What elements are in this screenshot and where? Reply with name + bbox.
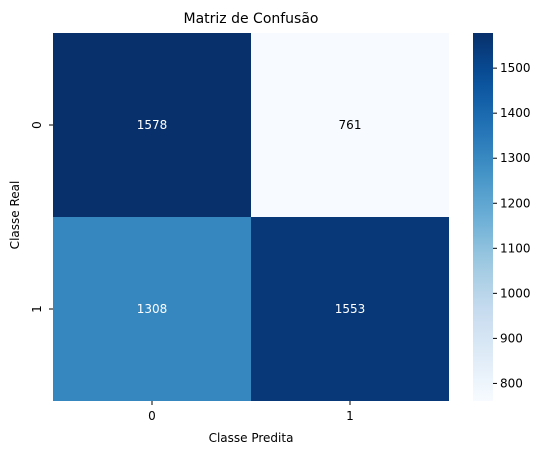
colorbar-tick-label: 1200 [500,196,531,210]
heatmap-cell [53,33,251,217]
colorbar: 800 900 1000 1100 1200 1300 1400 1500 [473,33,531,401]
colorbar-tick-label: 1400 [500,106,531,120]
cell-value-label: 1308 [137,302,168,316]
colorbar-tick-label: 1100 [500,241,531,255]
cell-value-label: 761 [339,118,362,132]
y-axis-label: Classe Real [8,181,22,250]
cell-value-label: 1553 [335,302,366,316]
y-tick-label: 1 [30,305,44,313]
colorbar-tick-label: 800 [500,376,523,390]
chart-title: Matriz de Confusão [184,11,319,27]
cell-value-label: 1578 [137,118,168,132]
x-axis-label: Classe Predita [209,431,294,445]
y-tick-label: 0 [30,121,44,129]
x-tick-label: 0 [148,409,156,423]
colorbar-tick-label: 1300 [500,151,531,165]
heatmap-cells: 1578 761 1308 1553 [53,33,449,401]
heatmap-cell [251,217,449,401]
heatmap-cell [53,217,251,401]
colorbar-gradient [473,33,493,401]
colorbar-tick-label: 1500 [500,61,531,75]
colorbar-tick-label: 1000 [500,286,531,300]
x-tick-label: 1 [346,409,354,423]
heatmap-cell [251,33,449,217]
colorbar-tick-label: 900 [500,331,523,345]
axes: 0 1 0 1 [30,121,354,423]
